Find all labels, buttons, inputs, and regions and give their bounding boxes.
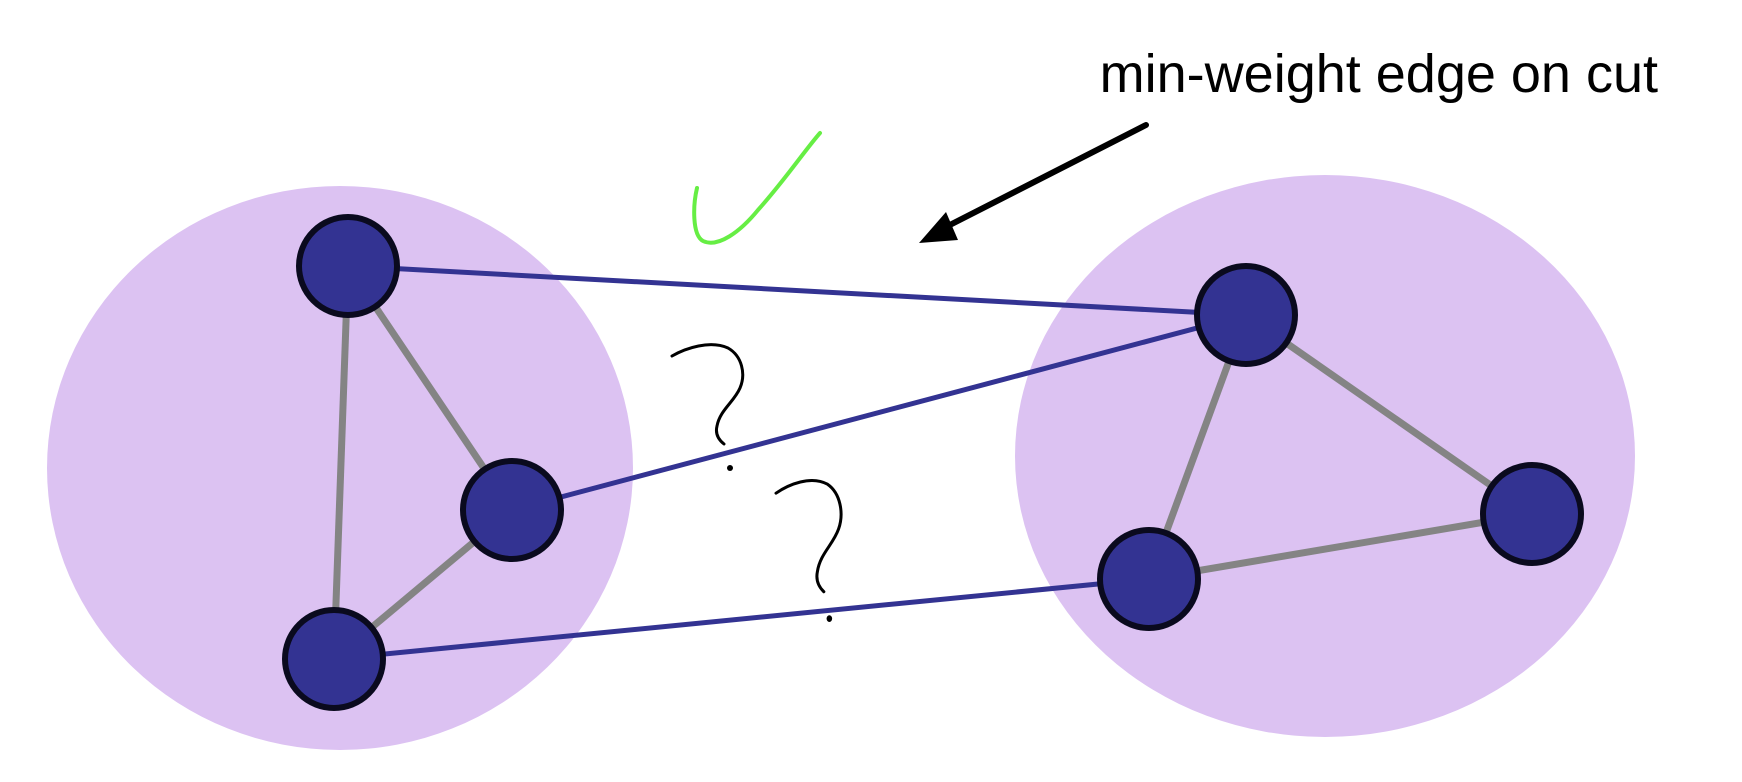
nodes-layer [282,214,1584,711]
internal-edge-R-top-R-right [1244,312,1534,517]
checkmark-icon-top-cut-edge [692,131,822,245]
cut-edge-L-bottom-R-bottom [333,576,1150,662]
cut-edge-L-mid-R-top [511,312,1247,513]
cluster-right [1015,175,1635,737]
arrow-left-down-icon [919,122,1149,243]
node-L-bottom [282,607,386,711]
node-L-top [296,214,400,318]
question-mark-icon-middle-cut-edge [672,345,743,471]
cut-edge-L-top-R-top [347,263,1247,318]
node-R-top [1194,263,1298,367]
annotation-label: min-weight edge on cut [1100,44,1658,104]
question-mark-icon-bottom-cut-edge [776,481,841,622]
node-R-bottom [1097,527,1201,631]
node-R-right [1480,462,1584,566]
internal-edge-L-top-L-bottom [330,265,352,660]
internal-edge-R-bottom-R-right [1148,510,1533,583]
marks-layer [672,122,1149,622]
node-L-mid [460,458,564,562]
